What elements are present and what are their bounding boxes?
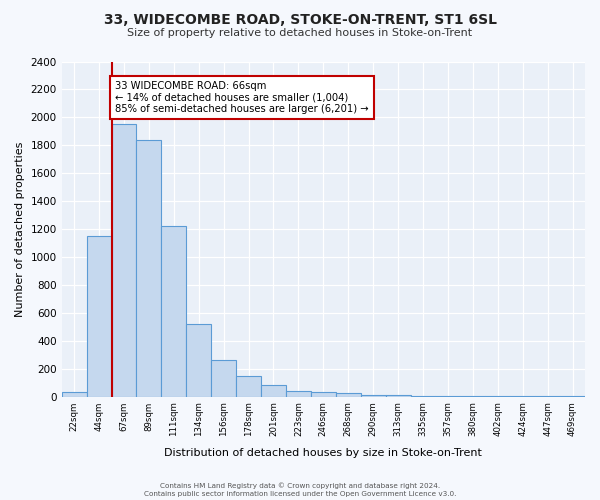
Text: Contains public sector information licensed under the Open Government Licence v3: Contains public sector information licen… xyxy=(144,491,456,497)
Bar xyxy=(186,324,211,396)
Bar xyxy=(361,394,386,396)
Text: 33 WIDECOMBE ROAD: 66sqm
← 14% of detached houses are smaller (1,004)
85% of sem: 33 WIDECOMBE ROAD: 66sqm ← 14% of detach… xyxy=(115,81,369,114)
X-axis label: Distribution of detached houses by size in Stoke-on-Trent: Distribution of detached houses by size … xyxy=(164,448,482,458)
Text: 33, WIDECOMBE ROAD, STOKE-ON-TRENT, ST1 6SL: 33, WIDECOMBE ROAD, STOKE-ON-TRENT, ST1 … xyxy=(104,12,497,26)
Bar xyxy=(261,386,286,396)
Bar xyxy=(236,376,261,396)
Bar xyxy=(336,393,361,396)
Bar xyxy=(161,226,186,396)
Bar xyxy=(86,236,112,396)
Bar xyxy=(62,392,86,396)
Bar xyxy=(211,360,236,397)
Bar xyxy=(286,391,311,396)
Text: Contains HM Land Registry data © Crown copyright and database right 2024.: Contains HM Land Registry data © Crown c… xyxy=(160,482,440,489)
Bar xyxy=(136,140,161,396)
Text: Size of property relative to detached houses in Stoke-on-Trent: Size of property relative to detached ho… xyxy=(127,28,473,38)
Bar xyxy=(311,392,336,396)
Y-axis label: Number of detached properties: Number of detached properties xyxy=(15,142,25,317)
Bar xyxy=(112,124,136,396)
